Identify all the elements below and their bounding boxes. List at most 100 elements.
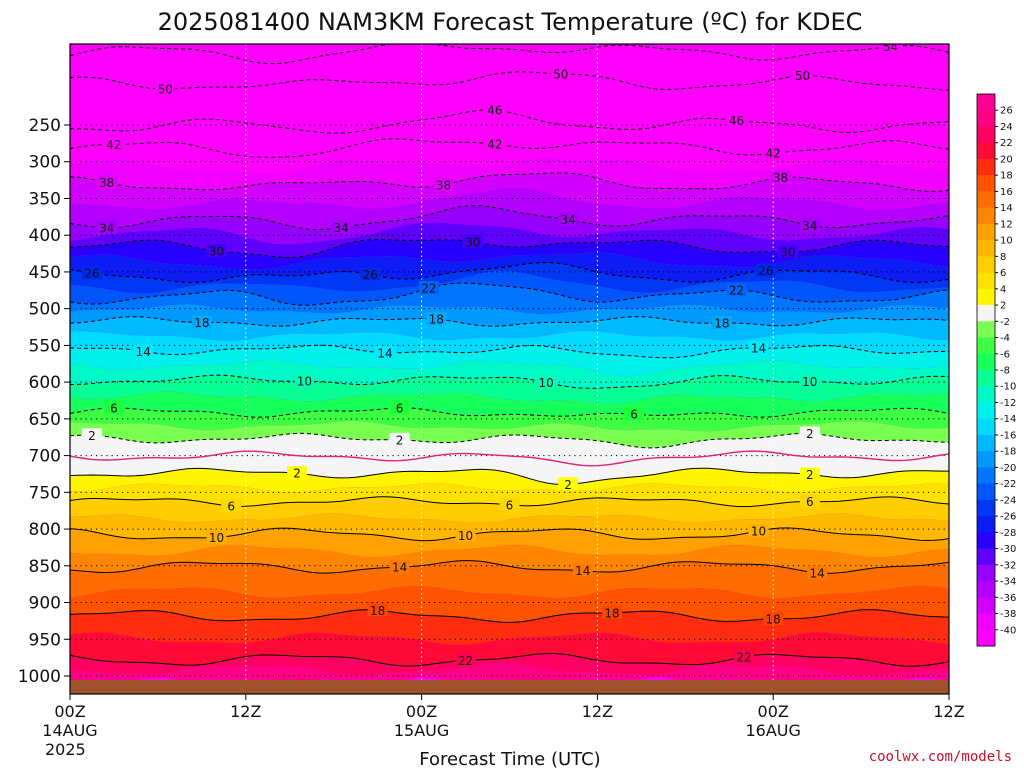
isotherm-label: 10 — [802, 375, 817, 389]
colorbar-cell — [977, 581, 995, 598]
y-tick-label: 450 — [29, 263, 61, 283]
isotherm-label: 10 — [297, 375, 312, 389]
isotherm-line — [70, 609, 949, 623]
x-tick-label: 00Z — [406, 702, 437, 721]
y-tick-label: 1000 — [18, 667, 61, 687]
temperature-band — [70, 420, 949, 448]
isotherm-label: 42 — [766, 147, 781, 161]
colorbar-cell — [977, 288, 995, 306]
colorbar-label: -22 — [1000, 479, 1016, 490]
isotherm-label-background — [763, 146, 784, 160]
colorbar-label: 12 — [1000, 219, 1013, 230]
isotherm-label-background — [426, 312, 447, 326]
isotherm-label-background — [103, 400, 124, 414]
isotherm-label: 18 — [766, 612, 781, 626]
grid-lines — [70, 44, 949, 694]
plot-frame — [69, 43, 950, 695]
y-tick-label: 250 — [29, 116, 61, 136]
colorbar-cell — [977, 272, 995, 290]
isotherm-label: 26 — [758, 264, 773, 278]
colorbar-cell — [977, 337, 995, 355]
colorbar-cell — [977, 418, 995, 436]
credit-text: coolwx.com/models — [869, 749, 1012, 765]
y-tick-label: 650 — [29, 410, 61, 430]
isotherm-label: 18 — [604, 606, 619, 620]
isotherm-label-background — [103, 137, 124, 151]
colorbar-label: 16 — [1000, 187, 1013, 198]
colorbar-cell — [977, 467, 995, 485]
chart-title: 2025081400 NAM3KM Forecast Temperature (… — [158, 8, 863, 36]
x-tick-label: 12Z — [933, 702, 964, 721]
y-tick-label: 600 — [29, 373, 61, 393]
isotherm-label: 54 — [883, 40, 898, 54]
temperature-band — [70, 375, 949, 404]
temperature-band — [70, 252, 949, 283]
isotherm-label-background — [462, 234, 483, 248]
temperature-band — [70, 188, 949, 230]
x-axis-label: Forecast Time (UTC) — [419, 749, 600, 768]
isotherm-label: 14 — [392, 561, 407, 575]
colorbar-cell — [977, 94, 995, 111]
isotherm-label: 18 — [714, 317, 729, 331]
colorbar-label: -10 — [1000, 382, 1016, 393]
colorbar-cell — [977, 321, 995, 339]
colorbar-cell — [977, 548, 995, 566]
colorbar-label: 22 — [1000, 138, 1013, 149]
isotherm-label: 34 — [333, 221, 348, 235]
isotherm-label-background — [726, 283, 747, 297]
isotherm-label-background — [96, 220, 117, 234]
colorbar-cell — [977, 499, 995, 517]
colorbar-cell — [977, 386, 995, 403]
y-tick-label: 550 — [29, 336, 61, 356]
isotherm-label: 38 — [436, 178, 451, 192]
isotherm-label-background — [81, 428, 102, 442]
colorbar-label: -28 — [1000, 528, 1016, 539]
temperature-band — [70, 345, 949, 377]
isotherm-label-background — [792, 68, 813, 82]
isotherm-line — [70, 138, 949, 158]
temperature-band — [70, 44, 949, 175]
colorbar-label: -18 — [1000, 447, 1016, 458]
isotherm-label: 6 — [396, 401, 404, 415]
colorbar-cell — [977, 629, 995, 647]
isotherm-label-background — [550, 66, 571, 80]
colorbar-cell — [977, 175, 995, 192]
isotherm-label: 14 — [136, 345, 151, 359]
isotherm-label: 26 — [84, 267, 99, 281]
y-tick-label: 700 — [29, 447, 61, 467]
isotherm-label: 26 — [363, 268, 378, 282]
temperature-band — [70, 513, 949, 541]
ground-fill — [70, 679, 949, 694]
isotherm-label: 2 — [293, 467, 301, 481]
isotherm-label: 18 — [194, 316, 209, 330]
isotherm-label-background — [96, 175, 117, 189]
isotherm-label-background — [287, 466, 308, 480]
colorbar-label: -2 — [1000, 317, 1010, 328]
isotherm-label-background — [726, 113, 747, 127]
isotherm-label-background — [331, 220, 352, 234]
temperature-band — [70, 545, 949, 574]
isotherm-label-background — [221, 499, 242, 513]
colorbar-cell — [977, 191, 995, 209]
isotherm-label-background — [602, 605, 623, 619]
isotherm-label: 14 — [377, 346, 392, 360]
isotherm-label-background — [206, 530, 227, 544]
isotherm-label-background — [799, 426, 820, 440]
isotherm-label: 6 — [110, 401, 118, 415]
colorbar-cell — [977, 256, 995, 274]
colorbar-label: 24 — [1000, 122, 1013, 133]
isotherm-label-background — [294, 374, 315, 388]
isotherm-label: 18 — [429, 313, 444, 327]
isotherm-label: 2 — [564, 478, 572, 492]
isotherm-label-background — [455, 528, 476, 542]
temperature-band — [70, 632, 949, 667]
isotherm-line — [70, 261, 949, 284]
colorbar-label: -36 — [1000, 593, 1016, 604]
colorbar-cell — [977, 434, 995, 452]
isotherm-label-background — [807, 565, 828, 579]
isotherm-label: 38 — [773, 171, 788, 185]
temperature-band — [70, 271, 949, 306]
isotherm-label: 6 — [506, 498, 514, 512]
